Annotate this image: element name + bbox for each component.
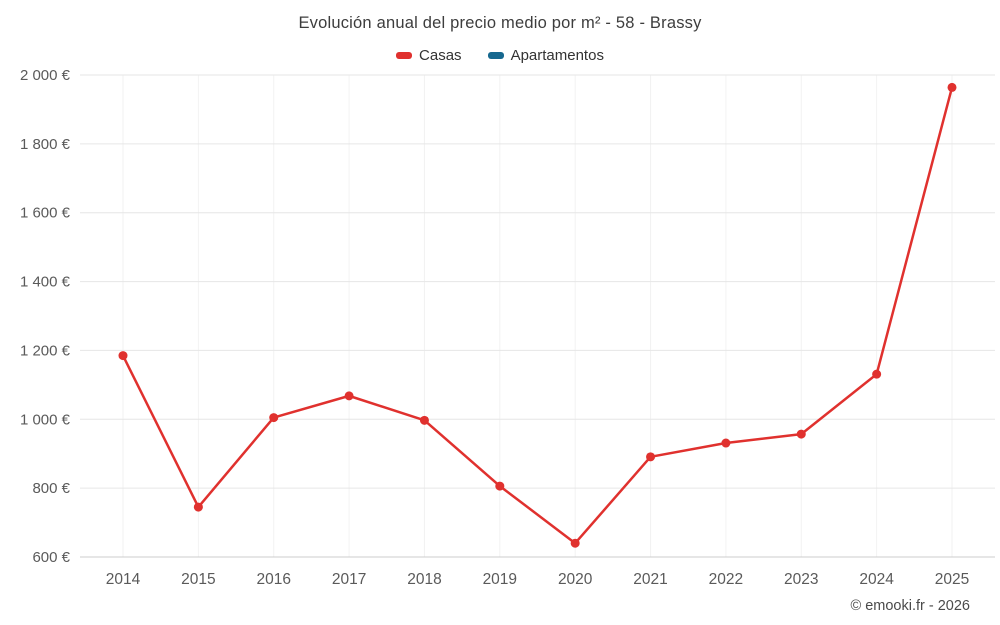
legend-item-apartamentos[interactable]: Apartamentos <box>487 47 604 64</box>
y-axis-tick-label: 1 800 € <box>20 136 71 153</box>
y-axis-tick-label: 1 400 € <box>20 274 71 291</box>
legend-label-casas: Casas <box>419 47 462 64</box>
legend-swatch-apartamentos-icon <box>487 52 504 59</box>
data-point-marker <box>193 502 203 512</box>
x-axis-tick-label: 2015 <box>181 571 215 588</box>
x-axis-tick-label: 2024 <box>859 571 894 588</box>
data-point-marker <box>495 481 505 491</box>
x-axis-tick-label: 2022 <box>709 571 743 588</box>
data-point-marker <box>118 351 128 361</box>
y-axis-tick-label: 600 € <box>32 549 70 566</box>
y-axis-tick-label: 2 000 € <box>20 67 71 84</box>
x-axis-tick-label: 2019 <box>483 571 517 588</box>
x-axis-tick-label: 2016 <box>256 571 290 588</box>
y-axis-tick-label: 800 € <box>32 480 70 497</box>
x-axis-tick-label: 2020 <box>558 571 593 588</box>
y-axis-tick-label: 1 200 € <box>20 342 71 359</box>
legend-label-apartamentos: Apartamentos <box>510 47 604 64</box>
data-point-marker <box>796 429 806 439</box>
data-point-marker <box>419 415 429 425</box>
data-point-marker <box>872 369 882 379</box>
x-axis-tick-label: 2025 <box>935 571 969 588</box>
legend-item-casas[interactable]: Casas <box>396 47 462 64</box>
legend: Casas Apartamentos <box>0 47 1000 64</box>
data-point-marker <box>570 538 580 548</box>
data-point-marker <box>344 391 354 401</box>
legend-swatch-casas-icon <box>396 52 413 59</box>
data-point-marker <box>947 82 957 92</box>
x-axis-tick-label: 2018 <box>407 571 441 588</box>
copyright-credit: © emooki.fr - 2026 <box>850 598 970 614</box>
x-axis-tick-label: 2017 <box>332 571 366 588</box>
x-axis-tick-label: 2023 <box>784 571 818 588</box>
data-point-marker <box>646 452 656 462</box>
x-axis-tick-label: 2021 <box>633 571 667 588</box>
y-axis-tick-label: 1 600 € <box>20 205 71 222</box>
data-point-marker <box>721 438 731 448</box>
y-axis-tick-label: 1 000 € <box>20 411 71 428</box>
x-axis-tick-label: 2014 <box>106 571 141 588</box>
chart-title: Evolución anual del precio medio por m² … <box>298 14 702 32</box>
series-line-casas <box>121 86 954 545</box>
data-point-marker <box>269 413 279 423</box>
